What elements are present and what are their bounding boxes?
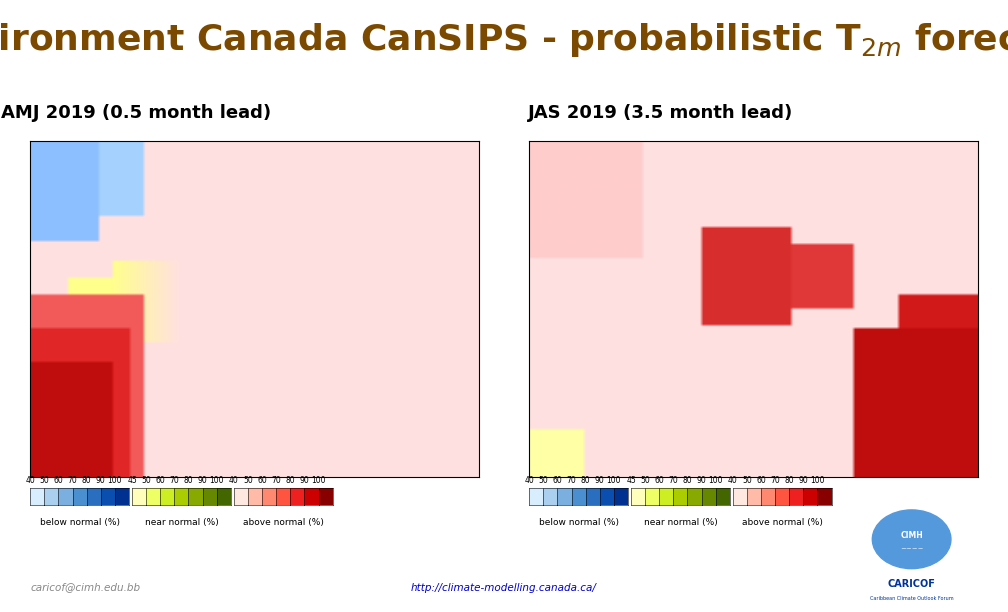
- Text: 100: 100: [709, 476, 723, 485]
- Text: 70: 70: [271, 476, 281, 485]
- Text: 70: 70: [770, 476, 780, 485]
- Text: below normal (%): below normal (%): [39, 518, 120, 528]
- Text: 90: 90: [198, 476, 208, 485]
- Text: 70: 70: [169, 476, 179, 485]
- Text: 40: 40: [524, 476, 534, 485]
- Text: 80: 80: [784, 476, 794, 485]
- Text: 90: 90: [299, 476, 309, 485]
- Text: caricof@cimh.edu.bb: caricof@cimh.edu.bb: [30, 583, 140, 592]
- Text: 60: 60: [552, 476, 562, 485]
- Text: 50: 50: [742, 476, 752, 485]
- Text: below normal (%): below normal (%): [538, 518, 619, 528]
- Text: Environment Canada CanSIPS - probabilistic T$_{2m}$ forecast: Environment Canada CanSIPS - probabilist…: [0, 21, 1008, 59]
- Text: 50: 50: [39, 476, 49, 485]
- Text: 100: 100: [810, 476, 825, 485]
- Text: 40: 40: [25, 476, 35, 485]
- Text: 70: 70: [668, 476, 678, 485]
- Text: 90: 90: [595, 476, 605, 485]
- Text: 60: 60: [53, 476, 64, 485]
- Text: 100: 100: [108, 476, 122, 485]
- Text: above normal (%): above normal (%): [243, 518, 324, 528]
- Text: 90: 90: [697, 476, 707, 485]
- Text: 70: 70: [68, 476, 78, 485]
- Text: above normal (%): above normal (%): [742, 518, 823, 528]
- Text: 60: 60: [756, 476, 766, 485]
- Text: 50: 50: [243, 476, 253, 485]
- Text: 90: 90: [798, 476, 808, 485]
- Text: 50: 50: [640, 476, 650, 485]
- Text: 45: 45: [127, 476, 137, 485]
- Text: 50: 50: [141, 476, 151, 485]
- Text: near normal (%): near normal (%): [144, 518, 219, 528]
- Text: 50: 50: [538, 476, 548, 485]
- Text: 90: 90: [96, 476, 106, 485]
- Text: 40: 40: [728, 476, 738, 485]
- Text: 45: 45: [626, 476, 636, 485]
- Text: 100: 100: [210, 476, 224, 485]
- Text: 40: 40: [229, 476, 239, 485]
- Text: 80: 80: [682, 476, 692, 485]
- Text: Caribbean Climate Outlook Forum: Caribbean Climate Outlook Forum: [870, 595, 954, 600]
- Text: 80: 80: [82, 476, 92, 485]
- Text: ~~~~: ~~~~: [900, 546, 923, 552]
- Text: 100: 100: [311, 476, 326, 485]
- Text: CARICOF: CARICOF: [888, 580, 935, 589]
- Text: 80: 80: [183, 476, 194, 485]
- Text: AMJ 2019 (0.5 month lead): AMJ 2019 (0.5 month lead): [1, 104, 271, 122]
- Text: JAS 2019 (3.5 month lead): JAS 2019 (3.5 month lead): [527, 104, 793, 122]
- Text: 80: 80: [285, 476, 295, 485]
- Text: 70: 70: [566, 476, 577, 485]
- Text: 60: 60: [654, 476, 664, 485]
- Text: 80: 80: [581, 476, 591, 485]
- Text: CIMH: CIMH: [900, 531, 923, 540]
- Text: http://climate-modelling.canada.ca/: http://climate-modelling.canada.ca/: [411, 583, 597, 592]
- Text: 60: 60: [257, 476, 267, 485]
- Text: near normal (%): near normal (%): [643, 518, 718, 528]
- Text: 60: 60: [155, 476, 165, 485]
- Text: 100: 100: [607, 476, 621, 485]
- Circle shape: [872, 510, 951, 569]
